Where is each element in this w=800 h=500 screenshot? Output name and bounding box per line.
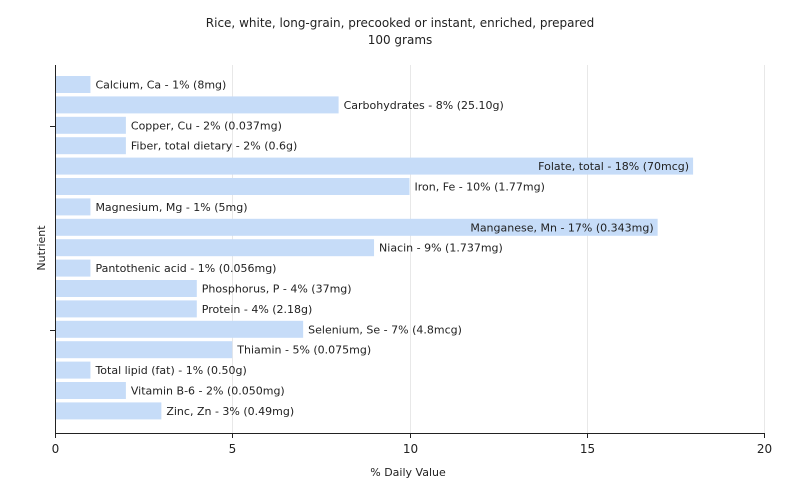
bar-6	[56, 198, 91, 216]
bar-label-15: Vitamin B-6 - 2% (0.050mg)	[131, 385, 285, 398]
y-axis-label: Nutrient	[35, 225, 48, 271]
bars: Calcium, Ca - 1% (8mg) Carbohydrates - 8%…	[56, 76, 694, 420]
bar-label-1: Carbohydrates - 8% (25.10g)	[344, 99, 504, 112]
bar-label-7: Manganese, Mn - 17% (0.343mg)	[470, 221, 653, 234]
bar-label-0: Calcium, Ca - 1% (8mg)	[95, 79, 226, 92]
bar-5	[56, 178, 410, 195]
bar-label-10: Phosphorus, P - 4% (37mg)	[202, 283, 352, 296]
bar-14	[56, 361, 91, 379]
chart-title: Rice, white, long-grain, precooked or in…	[206, 16, 594, 30]
x-tick-label-15: 15	[580, 442, 595, 456]
chart-subtitle: 100 grams	[368, 33, 433, 47]
bar-label-16: Zinc, Zn - 3% (0.49mg)	[166, 405, 294, 418]
bar-13	[56, 341, 233, 359]
bar-8	[56, 239, 375, 257]
axes: 0 5 10 15 20	[50, 65, 772, 456]
bar-9	[56, 259, 91, 277]
bar-label-12: Selenium, Se - 7% (4.8mcg)	[308, 323, 462, 336]
x-tick-label-0: 0	[52, 442, 60, 456]
bar-label-4: Folate, total - 18% (70mcg)	[538, 160, 689, 173]
x-tick-label-10: 10	[403, 442, 418, 456]
bar-label-8: Niacin - 9% (1.737mg)	[379, 242, 503, 255]
bar-0	[56, 76, 91, 93]
bar-1	[56, 96, 339, 114]
bar-label-13: Thiamin - 5% (0.075mg)	[236, 344, 371, 357]
bar-label-14: Total lipid (fat) - 1% (0.50g)	[94, 364, 246, 377]
bar-3	[56, 137, 126, 155]
bar-label-6: Magnesium, Mg - 1% (5mg)	[95, 201, 247, 214]
bar-label-9: Pantothenic acid - 1% (0.056mg)	[95, 262, 276, 275]
bar-label-3: Fiber, total dietary - 2% (0.6g)	[131, 140, 297, 153]
bar-10	[56, 280, 197, 297]
bar-label-11: Protein - 4% (2.18g)	[202, 303, 313, 316]
bar-4	[56, 157, 694, 175]
bar-16	[56, 402, 162, 420]
bar-11	[56, 300, 197, 318]
x-tick-label-5: 5	[229, 442, 237, 456]
bar-2	[56, 116, 126, 134]
x-tick-label-20: 20	[757, 442, 772, 456]
bar-7	[56, 218, 658, 236]
bar-label-2: Copper, Cu - 2% (0.037mg)	[131, 119, 282, 132]
x-axis-label: % Daily Value	[370, 466, 446, 479]
bar-label-5: Iron, Fe - 10% (1.77mg)	[415, 181, 545, 194]
bar-12	[56, 320, 304, 338]
bar-15	[56, 382, 126, 399]
